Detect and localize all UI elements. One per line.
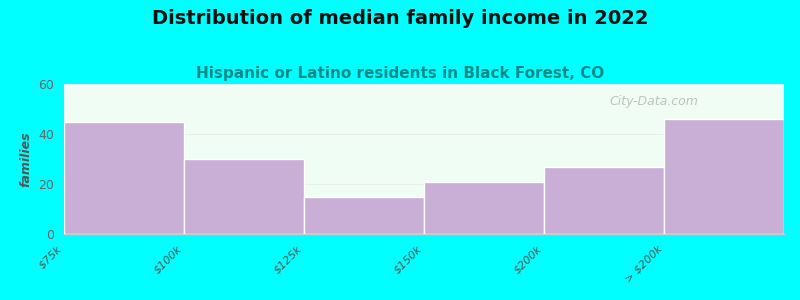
Bar (64, 122, 184, 234)
Bar (424, 182, 544, 234)
Text: City-Data.com: City-Data.com (610, 95, 699, 109)
Text: Distribution of median family income in 2022: Distribution of median family income in … (152, 9, 648, 28)
Bar (664, 119, 784, 234)
Text: Hispanic or Latino residents in Black Forest, CO: Hispanic or Latino residents in Black Fo… (196, 66, 604, 81)
Y-axis label: families: families (20, 131, 33, 187)
Bar (544, 167, 664, 234)
Bar (304, 196, 424, 234)
Bar (184, 159, 304, 234)
